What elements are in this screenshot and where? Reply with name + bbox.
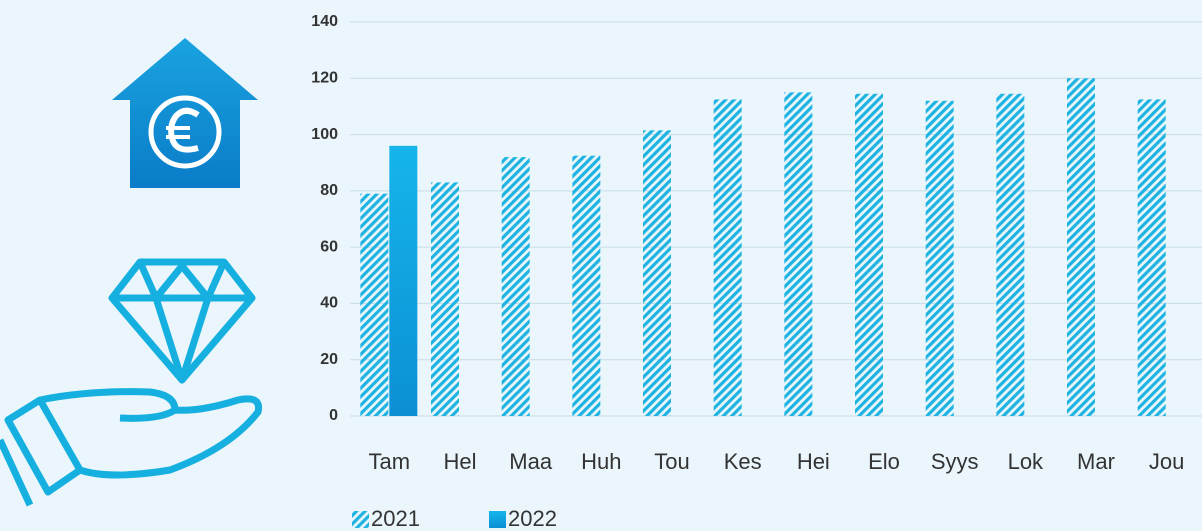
bar bbox=[360, 194, 388, 416]
x-tick-label: Mar bbox=[1077, 449, 1115, 474]
chart: 0 20 40 60 80 100 120 140 Tam Hel Maa Huh Tou Kes Hei E… bbox=[0, 0, 1202, 531]
bar bbox=[431, 182, 459, 416]
x-tick-label: Hel bbox=[443, 449, 476, 474]
x-tick-label: Hei bbox=[797, 449, 830, 474]
x-tick-label: Elo bbox=[868, 449, 900, 474]
legend-label: 2022 bbox=[508, 506, 557, 531]
x-tick-label: Tou bbox=[654, 449, 689, 474]
bar bbox=[572, 156, 600, 416]
x-tick-label: Huh bbox=[581, 449, 621, 474]
bar bbox=[996, 94, 1024, 416]
bar bbox=[643, 130, 671, 416]
bar bbox=[1067, 78, 1095, 416]
x-tick-label: Tam bbox=[369, 449, 411, 474]
legend-swatch bbox=[489, 511, 506, 528]
legend-swatch bbox=[352, 511, 369, 528]
y-tick-label: 60 bbox=[320, 238, 338, 255]
bar bbox=[389, 146, 417, 416]
x-tick-label: Maa bbox=[509, 449, 553, 474]
y-tick-label: 80 bbox=[320, 182, 338, 199]
bar bbox=[855, 94, 883, 416]
x-tick-label: Jou bbox=[1149, 449, 1184, 474]
y-tick-label: 40 bbox=[320, 295, 338, 312]
x-tick-label: Kes bbox=[724, 449, 762, 474]
x-tick-label: Syys bbox=[931, 449, 979, 474]
bar bbox=[926, 101, 954, 416]
legend-label: 2021 bbox=[371, 506, 420, 531]
bar bbox=[502, 157, 530, 416]
y-tick-label: 20 bbox=[320, 351, 338, 368]
y-tick-label: 100 bbox=[311, 126, 338, 143]
bar bbox=[714, 99, 742, 416]
y-tick-label: 120 bbox=[311, 70, 338, 87]
bar bbox=[784, 92, 812, 416]
x-tick-label: Lok bbox=[1008, 449, 1044, 474]
y-tick-label: 140 bbox=[311, 13, 338, 30]
bar bbox=[1138, 99, 1166, 416]
y-tick-label: 0 bbox=[329, 407, 338, 424]
